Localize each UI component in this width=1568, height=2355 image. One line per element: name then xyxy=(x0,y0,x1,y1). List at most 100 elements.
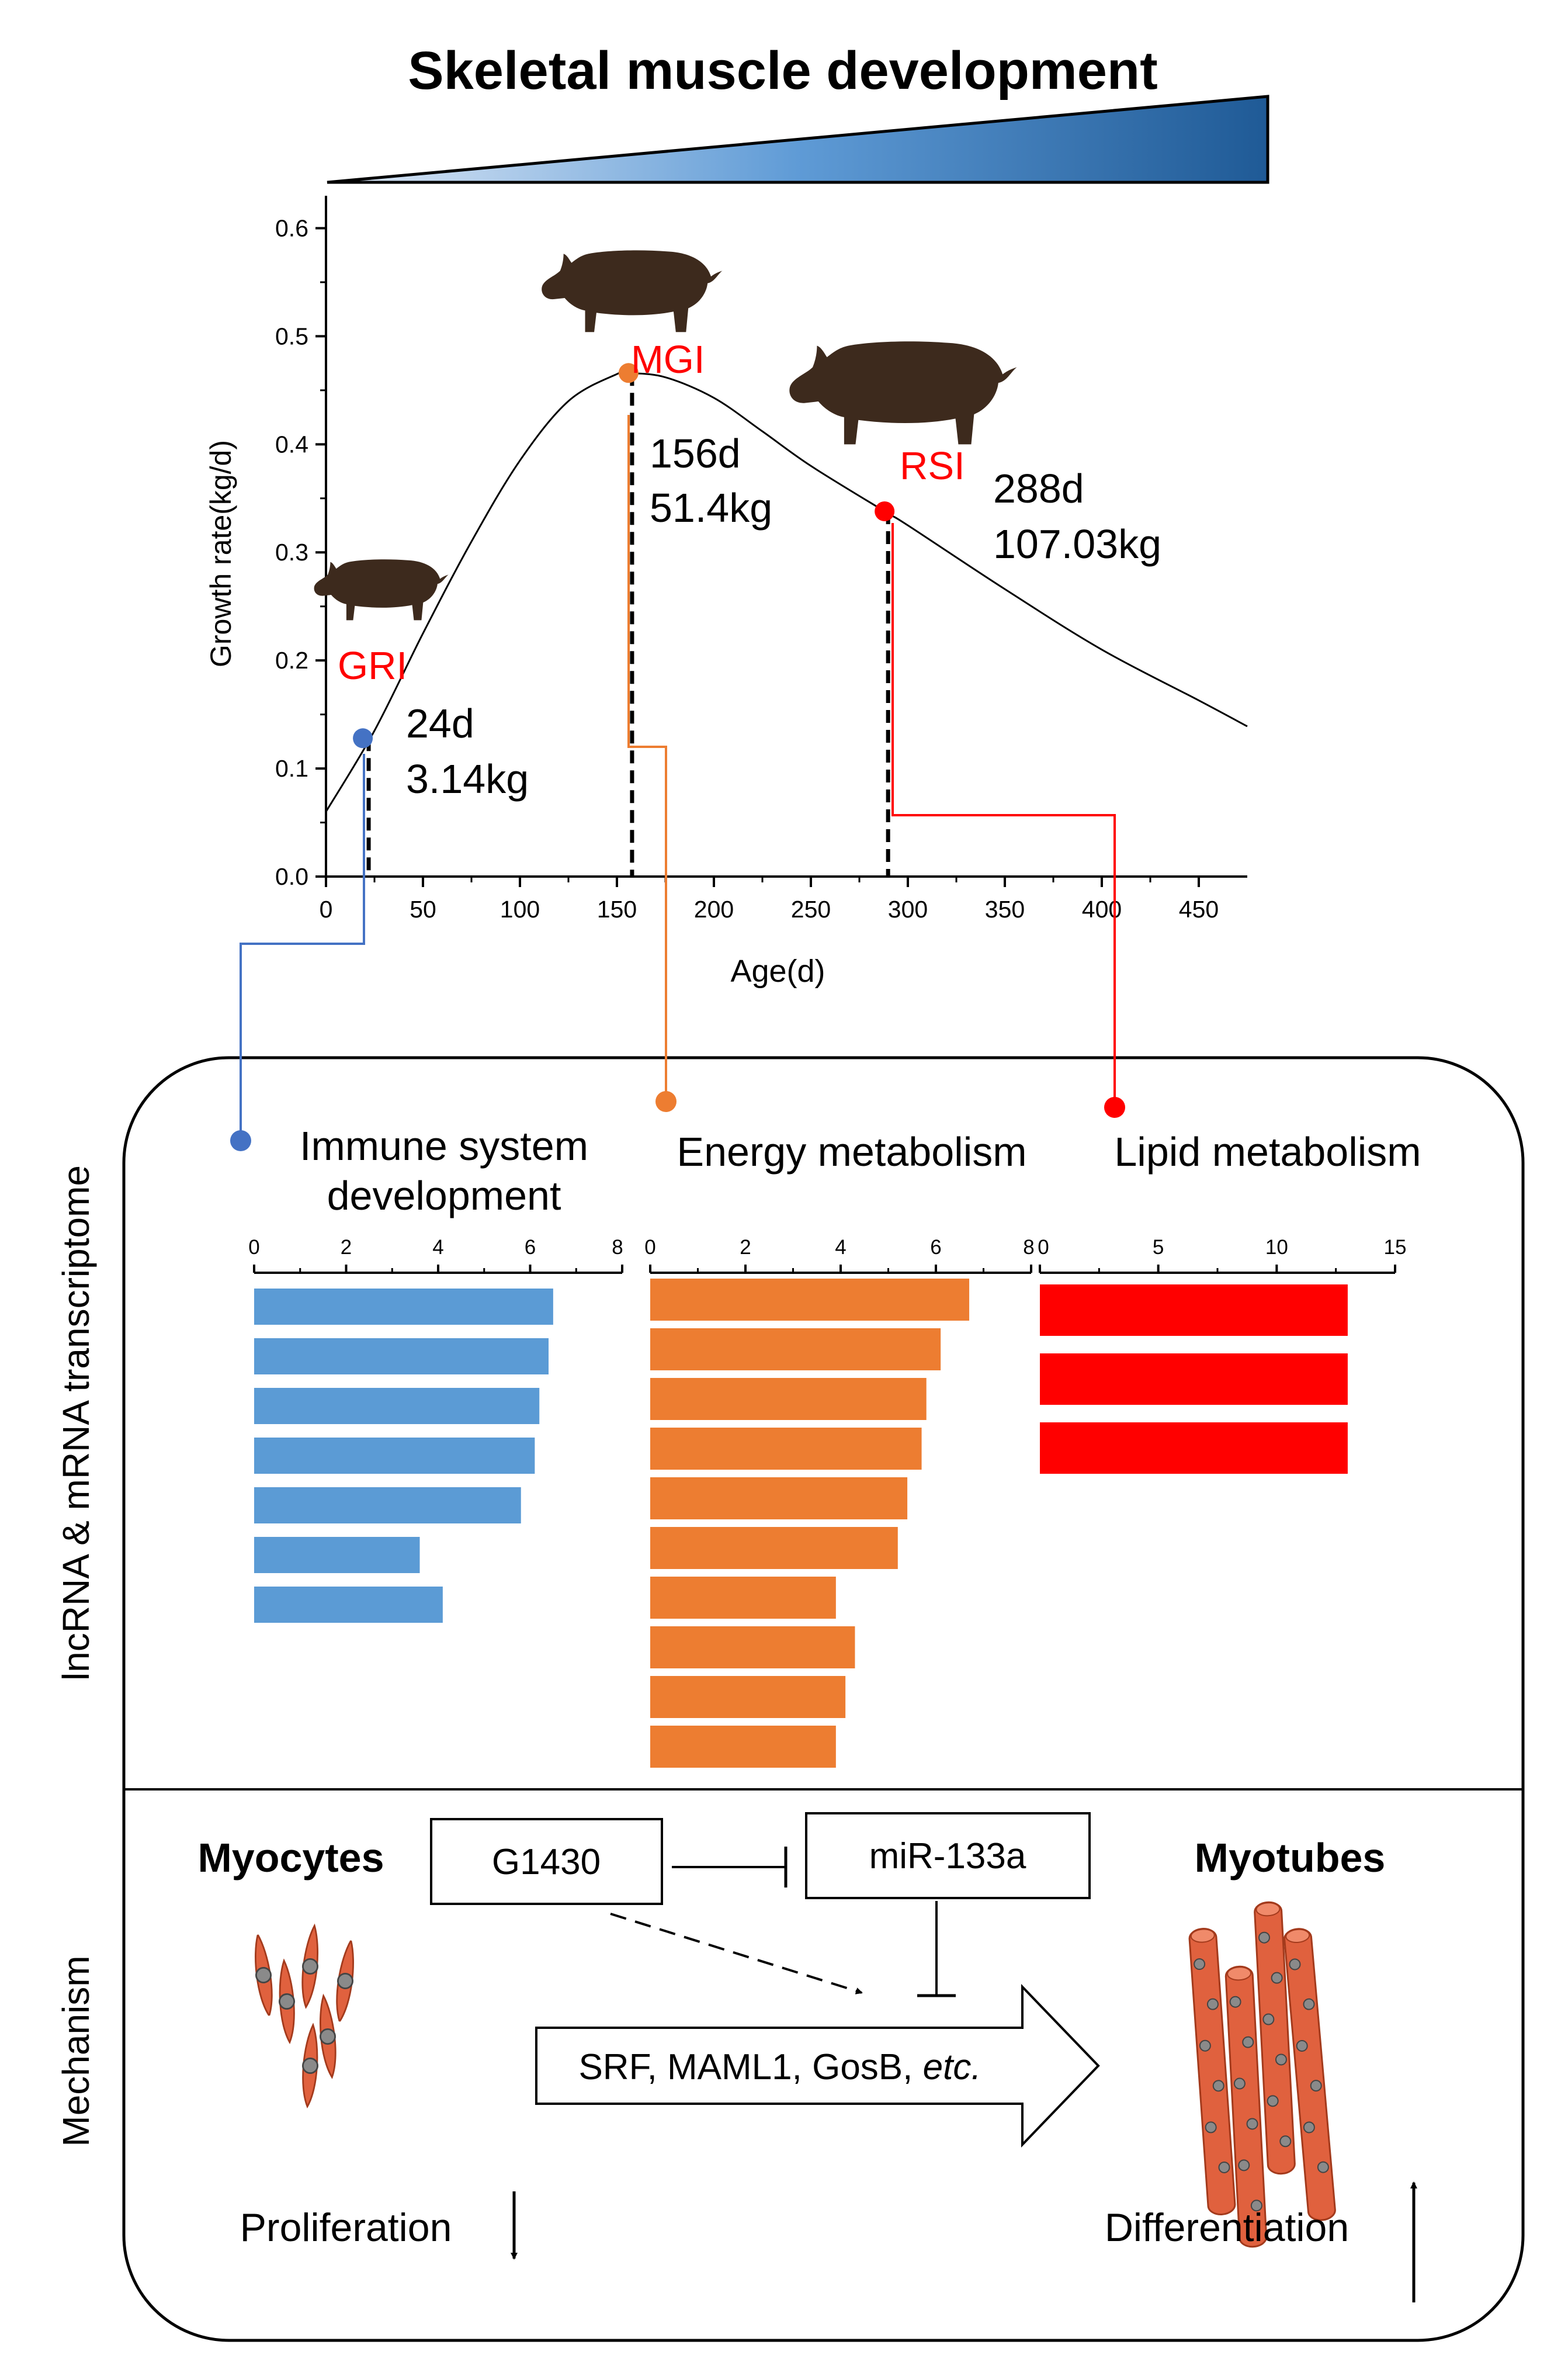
myotube-nucleus xyxy=(1246,2118,1258,2130)
myocytes-title: Myocytes xyxy=(197,1835,384,1880)
mgi-connector xyxy=(627,415,667,1100)
bar xyxy=(254,1338,549,1374)
myotube-nucleus xyxy=(1238,2159,1250,2172)
targets-label: SRF, MAML1, GosB, etc. xyxy=(578,2047,981,2087)
x-tick-label: 300 xyxy=(888,896,928,923)
x-axis-label: Age(d) xyxy=(730,954,825,989)
myotube-nucleus xyxy=(1250,2200,1262,2212)
bar xyxy=(254,1487,521,1523)
stage-weight-label: 107.03kg xyxy=(993,521,1161,567)
gri-connector xyxy=(240,754,365,1140)
bar-axis-tick-label: 4 xyxy=(432,1236,443,1259)
myotube-nucleus xyxy=(1242,2036,1254,2048)
bar-axis-tick-label: 6 xyxy=(525,1236,536,1259)
targets-etc: etc. xyxy=(923,2047,981,2087)
bar xyxy=(650,1726,836,1768)
bar xyxy=(254,1587,443,1623)
bar-axis-tick-label: 15 xyxy=(1384,1236,1407,1259)
bar xyxy=(650,1378,927,1420)
enrichment-bar-charts: 0 2 4 6 8 0 2 4 6 8 0 5 10 15 xyxy=(248,1236,1406,1768)
myotube-nucleus xyxy=(1262,2013,1275,2025)
myotube xyxy=(1254,1901,1296,2175)
myotube-nucleus xyxy=(1271,1972,1283,1984)
y-tick-label: 0.0 xyxy=(275,863,308,890)
myotube-end xyxy=(1190,1928,1215,1943)
x-tick-label: 150 xyxy=(597,896,637,923)
myocyte-cell xyxy=(297,1924,323,2009)
lipid-title: Lipid metabolism xyxy=(1114,1129,1421,1175)
myotube-nucleus xyxy=(1206,1998,1219,2010)
transcriptome-side-label: lncRNA & mRNA transcriptome xyxy=(55,1165,97,1681)
myotube-nucleus xyxy=(1289,1958,1301,1970)
development-gradient-wedge xyxy=(327,95,1269,184)
y-tick-label: 0.1 xyxy=(275,755,308,782)
myotube-nucleus xyxy=(1310,2080,1322,2092)
immune-title-line2: development xyxy=(327,1173,561,1218)
myotubes-title: Myotubes xyxy=(1195,1835,1386,1880)
mgi-connector-dot xyxy=(655,1091,677,1112)
bar-axis-tick-label: 0 xyxy=(644,1236,655,1259)
myotube-nucleus xyxy=(1205,2121,1217,2134)
stage-day-label: 24d xyxy=(406,701,474,746)
bar xyxy=(650,1328,941,1370)
myotube xyxy=(1188,1928,1236,2215)
proliferation-label: Proliferation xyxy=(240,2205,452,2250)
bar-axis-tick-label: 8 xyxy=(1023,1236,1034,1259)
myotube-nucleus xyxy=(1233,2077,1246,2090)
bar-axis-tick-label: 2 xyxy=(341,1236,352,1259)
bar xyxy=(650,1577,836,1619)
myotubes-illustration xyxy=(1188,1901,1336,2248)
stage-name-label: MGI xyxy=(631,338,705,382)
bar xyxy=(650,1676,846,1718)
rsi-connector-dot xyxy=(1104,1097,1125,1118)
stage-weight-label: 51.4kg xyxy=(650,485,772,531)
y-tick-label: 0.6 xyxy=(275,214,308,241)
myotube-nucleus xyxy=(1194,1958,1206,1970)
stage-point xyxy=(618,363,639,383)
x-tick-label: 200 xyxy=(694,896,734,923)
x-tick-label: 0 xyxy=(320,896,333,923)
myotube xyxy=(1283,1928,1336,2221)
myocyte-cell xyxy=(249,1933,277,2018)
myotube xyxy=(1224,1965,1268,2248)
bar-axis-tick-label: 0 xyxy=(248,1236,259,1259)
myotube-nucleus xyxy=(1229,1996,1241,2008)
bar-axis-tick-label: 8 xyxy=(612,1236,623,1259)
myotube-nucleus xyxy=(1303,1998,1315,2010)
myotube-end xyxy=(1285,1928,1310,1944)
y-tick-label: 0.3 xyxy=(275,539,308,566)
stage-connectors xyxy=(230,415,1125,1151)
bar xyxy=(650,1626,855,1668)
promotion-dashed-arrow xyxy=(610,1913,863,1994)
pig-icon-mgi xyxy=(542,250,723,333)
stage-point xyxy=(875,501,895,521)
myocyte-cell xyxy=(315,1994,341,2079)
x-tick-label: 50 xyxy=(410,896,436,923)
targets-block-arrow xyxy=(535,1984,1100,2148)
myotube-nucleus xyxy=(1267,2095,1279,2107)
pig-icon-gri xyxy=(314,559,449,621)
x-tick-label: 350 xyxy=(985,896,1025,923)
bar-axis-tick-label: 5 xyxy=(1153,1236,1164,1259)
myocyte-cell xyxy=(299,2023,321,2108)
bar xyxy=(1040,1284,1348,1336)
rsi-connector xyxy=(891,523,1116,1106)
x-tick-label: 100 xyxy=(500,896,540,923)
mechanism-side-label: Mechanism xyxy=(55,1955,97,2146)
myotube-nucleus xyxy=(1279,2135,1292,2148)
myotube-nucleus xyxy=(1218,2161,1230,2173)
y-tick-label: 0.5 xyxy=(275,323,308,349)
bar-axis-tick-label: 6 xyxy=(930,1236,941,1259)
energy-title: Energy metabolism xyxy=(677,1129,1026,1175)
stage-day-label: 156d xyxy=(650,431,741,476)
lncrna-g1430-label: G1430 xyxy=(492,1842,601,1882)
y-tick-label: 0.2 xyxy=(275,647,308,674)
lncrna-g1430-box xyxy=(430,1818,663,1905)
myotube-nucleus xyxy=(1296,2039,1308,2052)
bar xyxy=(650,1279,970,1321)
pig-icon-rsi xyxy=(789,341,1017,445)
immune-title-line1: Immune system xyxy=(300,1123,588,1169)
bar xyxy=(254,1289,553,1325)
myotube-nucleus xyxy=(1258,1931,1270,1944)
